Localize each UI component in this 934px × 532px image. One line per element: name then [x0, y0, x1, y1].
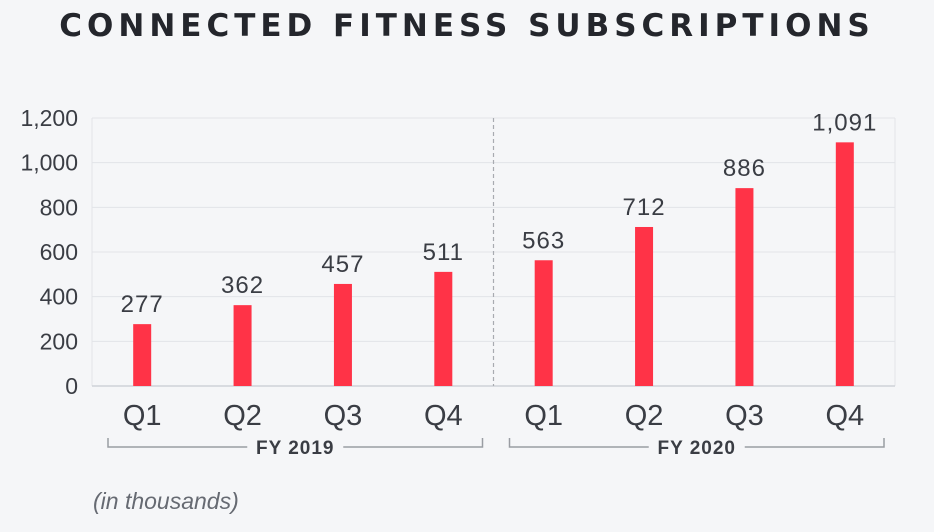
group-label: FY 2020: [658, 438, 736, 459]
data-label: 886: [723, 155, 766, 182]
y-tick-label: 600: [40, 239, 78, 265]
units-note: (in thousands): [93, 488, 239, 514]
bar: [534, 260, 553, 386]
bar: [434, 271, 453, 386]
group-bracket-left: [107, 438, 248, 448]
y-tick-label: 400: [40, 284, 78, 310]
group-bracket-right: [744, 438, 885, 448]
x-tick-label: Q3: [324, 400, 363, 432]
data-label: 362: [221, 272, 264, 299]
group-label: FY 2019: [256, 438, 334, 459]
x-tick-label: Q4: [424, 400, 463, 432]
group-bracket-left: [508, 438, 649, 448]
y-tick-label: 200: [40, 328, 78, 354]
x-tick-label: Q1: [123, 400, 162, 432]
bar: [835, 142, 854, 386]
data-label: 1,091: [812, 109, 877, 136]
data-label: 457: [321, 251, 364, 278]
bar: [735, 188, 754, 386]
bar: [233, 305, 252, 386]
y-tick-label: 0: [65, 373, 78, 399]
x-tick-label: Q2: [625, 400, 664, 432]
data-label: 277: [121, 291, 164, 318]
x-tick-label: Q2: [223, 400, 262, 432]
y-tick-label: 800: [40, 194, 78, 220]
group-bracket-right: [343, 438, 484, 448]
chart-title: CONNECTED FITNESS SUBSCRIPTIONS: [59, 8, 875, 44]
bar: [635, 226, 654, 386]
x-tick-label: Q3: [725, 400, 764, 432]
data-label: 563: [522, 227, 565, 254]
bar: [333, 283, 352, 386]
y-tick-label: 1,200: [20, 105, 78, 131]
x-tick-label: Q4: [825, 400, 864, 432]
bar: [133, 324, 152, 386]
y-tick-label: 1,000: [20, 150, 78, 176]
data-label: 712: [623, 194, 666, 221]
x-tick-label: Q1: [524, 400, 563, 432]
data-label: 511: [423, 239, 464, 266]
